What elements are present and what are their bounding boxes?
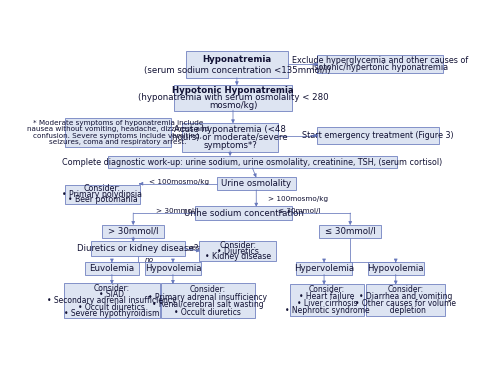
FancyBboxPatch shape (296, 262, 352, 275)
Text: yes: yes (187, 245, 200, 251)
Text: Acute hyponatremia (<48: Acute hyponatremia (<48 (174, 124, 286, 134)
FancyBboxPatch shape (65, 184, 140, 204)
FancyBboxPatch shape (174, 85, 292, 111)
Text: • Primary adrenal insufficiency: • Primary adrenal insufficiency (148, 292, 268, 302)
Text: • Secondary adrenal insufficiency: • Secondary adrenal insufficiency (47, 296, 176, 306)
Text: Hypovolemia: Hypovolemia (144, 264, 201, 273)
Text: Diuretics or kidney disease?: Diuretics or kidney disease? (78, 244, 199, 253)
Text: Hypovolemia: Hypovolemia (368, 264, 424, 273)
FancyBboxPatch shape (186, 51, 288, 78)
Text: > 100mosmo/kg: > 100mosmo/kg (268, 196, 328, 202)
Text: (serum sodium concentration <135mmol/l): (serum sodium concentration <135mmol/l) (144, 66, 330, 75)
Text: Consider:: Consider: (94, 284, 130, 293)
Text: > 30mmol/l: > 30mmol/l (108, 227, 158, 236)
Text: Hyponatremia: Hyponatremia (202, 55, 272, 64)
Text: symptoms*?: symptoms*? (203, 141, 257, 150)
Text: * Moderate symptoms of hyponatremia include: * Moderate symptoms of hyponatremia incl… (32, 120, 203, 126)
FancyBboxPatch shape (85, 262, 139, 275)
Text: seizures, coma and respiratory arrest.: seizures, coma and respiratory arrest. (49, 139, 186, 145)
FancyBboxPatch shape (368, 262, 424, 275)
Text: depletion: depletion (385, 306, 426, 315)
FancyBboxPatch shape (160, 283, 255, 318)
Text: Start emergency treatment (Figure 3): Start emergency treatment (Figure 3) (302, 131, 454, 140)
Text: > 30mmol/l: > 30mmol/l (156, 208, 198, 214)
Text: • Diarrhea and vomiting: • Diarrhea and vomiting (359, 292, 452, 301)
FancyBboxPatch shape (216, 177, 296, 190)
Text: Hypotonic Hyponatremia: Hypotonic Hyponatremia (172, 86, 294, 95)
Text: • Occult diuretics: • Occult diuretics (78, 303, 146, 312)
Text: confusion. Severe symptoms include vomiting,: confusion. Severe symptoms include vomit… (34, 133, 202, 139)
Text: • Kidney disease: • Kidney disease (205, 252, 271, 261)
Text: Consider:: Consider: (84, 184, 121, 193)
Text: Euvolemia: Euvolemia (90, 264, 134, 273)
Text: • Occult diuretics: • Occult diuretics (174, 308, 241, 317)
FancyBboxPatch shape (320, 225, 381, 238)
Text: no: no (145, 257, 154, 263)
FancyBboxPatch shape (91, 241, 186, 257)
Text: Urine osmolality: Urine osmolality (221, 179, 292, 188)
FancyBboxPatch shape (182, 123, 278, 152)
FancyBboxPatch shape (318, 127, 439, 144)
FancyBboxPatch shape (196, 206, 292, 220)
Text: Hypervolemia: Hypervolemia (294, 264, 354, 273)
Text: Urine sodium concentration: Urine sodium concentration (184, 209, 304, 217)
Text: • Primary polydipsia: • Primary polydipsia (62, 190, 142, 199)
FancyBboxPatch shape (108, 156, 397, 168)
Text: nausea without vomiting, headache, dizziness and: nausea without vomiting, headache, dizzi… (27, 127, 209, 132)
Text: ≤ 30mmol/l: ≤ 30mmol/l (325, 227, 376, 236)
Text: < 100mosmo/kg: < 100mosmo/kg (148, 179, 209, 185)
Text: ≤ 30mmol/l: ≤ 30mmol/l (278, 208, 320, 214)
Text: Consider:: Consider: (388, 285, 424, 294)
Text: mosmo/kg): mosmo/kg) (209, 101, 257, 109)
Text: • Diuretics: • Diuretics (217, 247, 259, 256)
FancyBboxPatch shape (290, 284, 364, 315)
FancyBboxPatch shape (200, 242, 276, 261)
FancyBboxPatch shape (145, 262, 201, 275)
FancyBboxPatch shape (366, 284, 445, 315)
Text: isotonic/hypertonic hyponatremia: isotonic/hypertonic hyponatremia (312, 63, 448, 72)
Text: • Severe hypothyroidism: • Severe hypothyroidism (64, 309, 160, 318)
Text: hours) or moderate/severe: hours) or moderate/severe (172, 133, 288, 142)
Text: • Nephrotic syndrome: • Nephrotic syndrome (284, 306, 370, 315)
Text: Complete diagnostic work-up: urine sodium, urine osmolality, creatinine, TSH, (s: Complete diagnostic work-up: urine sodiu… (62, 157, 442, 167)
Text: • Beer potomania: • Beer potomania (68, 195, 138, 204)
Text: • SIAD: • SIAD (100, 290, 124, 299)
Text: • Renal/cerebral salt wasting: • Renal/cerebral salt wasting (152, 300, 264, 309)
FancyBboxPatch shape (102, 225, 164, 238)
FancyBboxPatch shape (318, 55, 443, 73)
Text: Consider:: Consider: (309, 285, 345, 294)
Text: Exclude hyperglycemia and other causes of: Exclude hyperglycemia and other causes o… (292, 56, 469, 65)
Text: (hyponatremia with serum osmolality < 280: (hyponatremia with serum osmolality < 28… (138, 93, 328, 102)
Text: • Liver cirrhosis: • Liver cirrhosis (296, 299, 357, 308)
FancyBboxPatch shape (64, 283, 160, 318)
Text: Consider:: Consider: (220, 241, 256, 250)
Text: Consider:: Consider: (190, 285, 226, 294)
Text: • Heart failure: • Heart failure (300, 292, 354, 301)
FancyBboxPatch shape (65, 118, 171, 147)
Text: • Other causes for volume: • Other causes for volume (355, 299, 456, 308)
